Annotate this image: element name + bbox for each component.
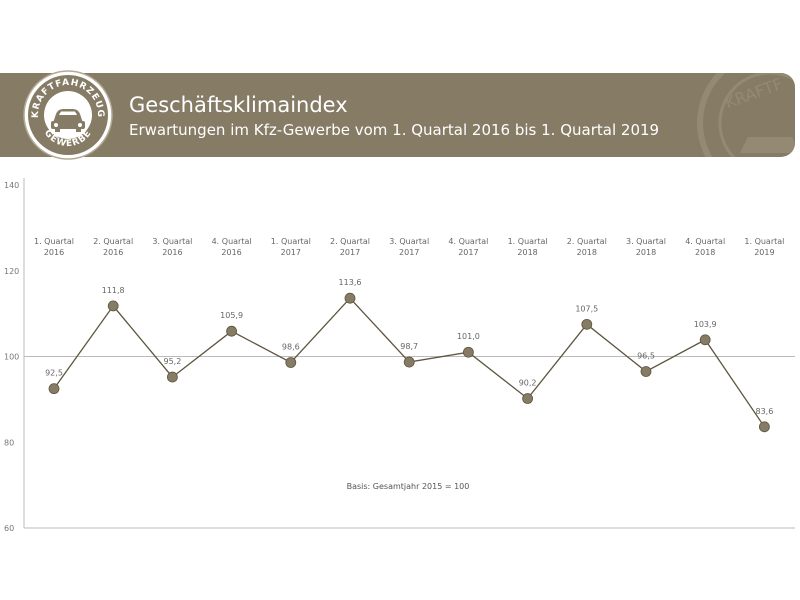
data-value-label: 101,0 <box>457 332 480 341</box>
page-title: Geschäftsklimaindex <box>129 93 348 117</box>
data-point <box>107 300 119 312</box>
data-point <box>699 334 711 346</box>
x-category-label: 4. Quartal 2018 <box>685 237 725 257</box>
data-value-label: 98,7 <box>400 342 418 351</box>
data-value-label: 107,5 <box>575 304 598 313</box>
data-point <box>759 421 770 433</box>
x-category-label: 4. Quartal 2017 <box>448 237 488 257</box>
y-tick-label: 140 <box>4 181 19 190</box>
x-category-label: 2. Quartal 2016 <box>93 237 133 257</box>
x-category-label: 2. Quartal 2017 <box>330 237 370 257</box>
data-point <box>48 383 60 395</box>
y-tick-label: 120 <box>4 267 19 276</box>
data-value-label: 98,6 <box>282 343 300 352</box>
x-category-label: 4. Quartal 2016 <box>212 237 252 257</box>
data-value-label: 113,6 <box>339 278 362 287</box>
value-labels: 92,5 111,8 95,2 105,9 98,6 113,6 98,7 101,0 90,2… <box>45 278 773 416</box>
y-tick-label: 80 <box>4 438 14 447</box>
data-value-label: 83,6 <box>755 407 773 416</box>
data-point <box>285 357 297 368</box>
x-category-label: 3. Quartal 2017 <box>389 237 429 257</box>
data-point <box>403 356 415 368</box>
x-category-label: 2. Quartal 2018 <box>567 237 607 257</box>
kfz-gewerbe-logo: KRAFTFAHRZEUG GEWERBE <box>23 70 113 160</box>
y-tick-label: 60 <box>4 524 14 533</box>
data-value-label: 95,2 <box>163 357 181 366</box>
data-point <box>344 292 356 304</box>
data-point <box>640 366 652 377</box>
data-value-label: 111,8 <box>102 286 125 295</box>
header-banner: KRAFTF <box>0 73 795 157</box>
y-tick-label: 100 <box>4 353 19 362</box>
data-value-label: 103,9 <box>694 320 717 329</box>
watermark-logo: KRAFTF <box>697 73 795 157</box>
x-category-label: 1. Quartal 2019 <box>744 237 784 257</box>
y-tick-labels: 140 120 100 80 60 <box>4 181 19 533</box>
data-value-label: 90,2 <box>519 379 537 388</box>
x-category-label: 3. Quartal 2016 <box>152 237 192 257</box>
data-points <box>48 292 770 433</box>
basis-annotation: Basis: Gesamtjahr 2015 = 100 <box>347 482 470 491</box>
data-point <box>581 318 593 330</box>
data-point <box>462 346 474 358</box>
x-category-label: 1. Quartal 2018 <box>508 237 548 257</box>
x-category-label: 3. Quartal 2018 <box>626 237 666 257</box>
data-value-label: 92,5 <box>45 369 63 378</box>
x-category-label: 1. Quartal 2016 <box>34 237 74 257</box>
quarter-labels: 1. Quartal 2016 2. Quartal 2016 3. Quartal 20… <box>34 237 784 257</box>
data-value-label: 96,5 <box>637 352 655 361</box>
data-value-label: 105,9 <box>220 311 243 320</box>
data-point <box>226 325 238 337</box>
data-point <box>166 371 178 383</box>
car-icon <box>51 109 85 132</box>
page-subtitle: Erwartungen im Kfz-Gewerbe vom 1. Quarta… <box>129 121 660 139</box>
x-category-label: 1. Quartal 2017 <box>271 237 311 257</box>
data-point <box>522 393 533 404</box>
